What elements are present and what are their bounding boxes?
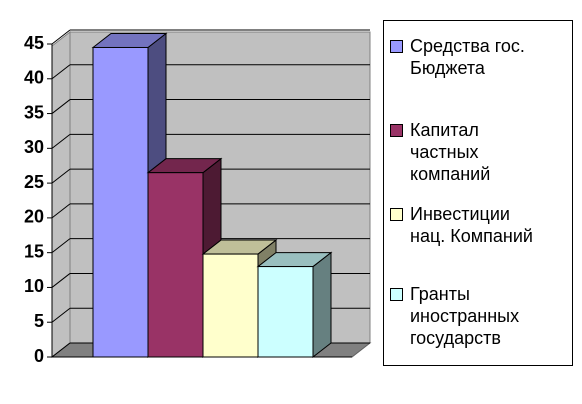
grid-line [51,168,71,184]
legend-label: Капитал частных компаний [410,120,491,184]
grid-line [51,99,71,114]
y-tick-label: 35 [24,102,44,122]
bar [92,46,149,358]
legend: Средства гос. Бюджета Капитал частных ком… [383,20,573,366]
bar-side [312,251,332,359]
side-wall [51,30,71,359]
y-tick-label: 0 [34,346,44,366]
y-tick-label: 15 [24,241,44,261]
y-tick-label: 20 [24,207,44,227]
grid-line [51,238,71,254]
y-tick-label: 30 [24,137,44,157]
y-tick-label: 25 [24,172,44,192]
legend-label: Инвестиции нац. Компаний [410,204,533,246]
legend-swatch [390,124,403,137]
grid-line [51,64,71,80]
bar [147,172,204,358]
y-tick-label: 40 [24,68,44,88]
legend-swatch [390,40,403,53]
grid-line [51,342,71,358]
bar [202,253,259,358]
y-tick-label: 10 [24,276,44,296]
legend-label: Гранты иностранных государств [410,284,520,348]
grid-line [51,273,71,288]
legend-label: Средства гос. Бюджета [410,36,525,78]
grid-line [51,133,71,149]
grid-line [51,203,71,219]
legend-swatch [390,208,403,221]
bar [257,266,314,358]
grid-line [51,29,71,45]
grid-line [51,307,71,323]
y-tick-label: 5 [34,311,44,331]
y-tick-label: 45 [24,33,44,53]
legend-swatch [390,288,403,301]
